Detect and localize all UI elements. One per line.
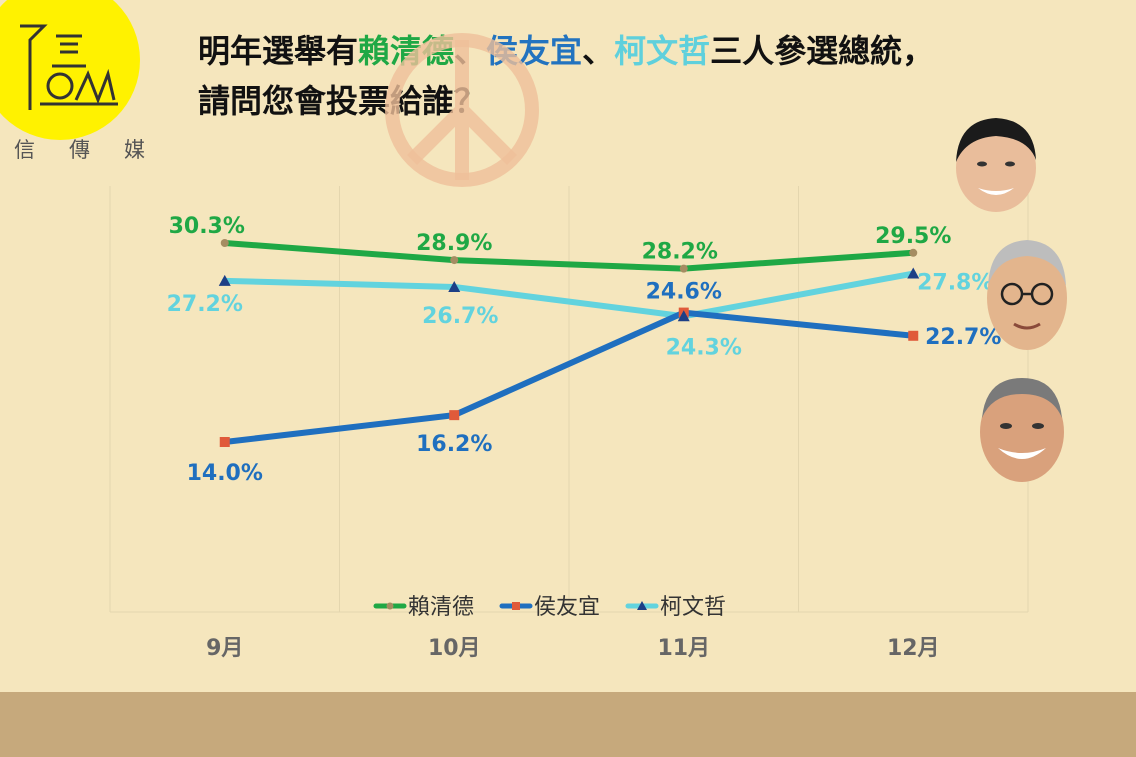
- legend-marker: [512, 602, 520, 610]
- data-point-marker: [909, 248, 918, 257]
- data-point-marker: [907, 267, 920, 279]
- portrait-hou-icon: [980, 378, 1064, 482]
- data-label: 28.2%: [642, 240, 718, 265]
- x-tick-label: 10月: [428, 636, 481, 661]
- series-line: [221, 240, 917, 272]
- watermark-symbol: [407, 40, 517, 180]
- logo-mark-icon: [20, 24, 118, 110]
- title-part2: 三人參選總統，: [710, 32, 935, 70]
- data-point-marker: [448, 280, 461, 292]
- data-point-marker: [218, 274, 231, 286]
- title-line2: 請問您會投票給誰？: [198, 82, 487, 120]
- x-tick-label: 11月: [657, 636, 710, 661]
- data-label: 30.3%: [169, 214, 245, 239]
- legend-marker: [637, 601, 647, 610]
- data-point-marker: [219, 437, 230, 447]
- bottom-band: [0, 692, 1136, 757]
- data-label: 14.0%: [187, 461, 263, 486]
- series-line: [221, 270, 917, 320]
- data-label: 28.9%: [416, 231, 492, 256]
- legend-label: 賴清德: [408, 595, 474, 620]
- line-chart: 9月 10月 11月 12月 30.3% 28.9% 28.2% 29.5% 14.0% 16.2…: [109, 33, 1029, 661]
- title-part1: 明年選舉有: [198, 32, 359, 70]
- x-tick-label: 12月: [887, 636, 940, 661]
- data-point-marker: [908, 330, 919, 341]
- data-label: 24.3%: [666, 335, 742, 360]
- data-point-marker: [679, 264, 688, 273]
- data-label: 27.8%: [917, 271, 993, 296]
- legend-label: 侯友宜: [534, 595, 600, 620]
- data-label: 27.2%: [167, 292, 243, 317]
- legend-marker: [386, 602, 394, 610]
- data-label: 26.7%: [422, 304, 498, 329]
- data-point-marker: [220, 239, 229, 247]
- data-point-marker: [677, 310, 690, 322]
- logo-text: 信傳媒: [14, 138, 179, 162]
- data-point-marker: [449, 410, 460, 421]
- chart-title: 明年選舉有賴清德、侯友宜、柯文哲三人參選總統， 請問您會投票給誰？: [198, 26, 1098, 126]
- portrait-lai-icon: [956, 118, 1036, 212]
- x-tick-label: 9月: [206, 636, 243, 661]
- title-name-ko: 柯文哲: [614, 32, 711, 70]
- data-label: 24.6%: [646, 280, 722, 305]
- data-point-marker: [450, 256, 459, 265]
- data-label: 16.2%: [416, 432, 492, 457]
- title-sep2: 、: [582, 32, 615, 70]
- data-label: 29.5%: [875, 224, 951, 249]
- legend-label: 柯文哲: [660, 595, 726, 620]
- portrait-ko-icon: [987, 240, 1067, 350]
- data-label: 22.7%: [925, 325, 1001, 350]
- series-line: [221, 309, 917, 445]
